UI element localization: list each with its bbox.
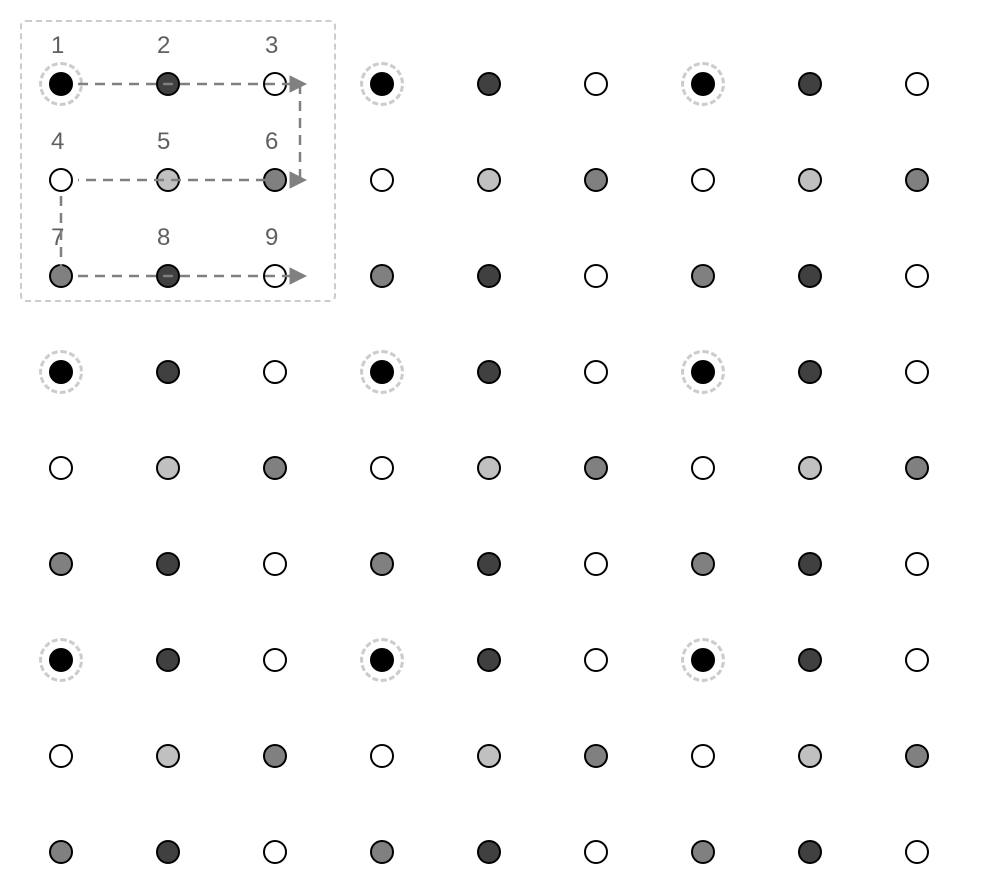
- grid-dot: [49, 168, 73, 192]
- grid-dot: [477, 552, 501, 576]
- dot-number-label: 7: [51, 224, 64, 252]
- grid-dot: [798, 648, 822, 672]
- grid-dot: [49, 744, 73, 768]
- grid-dot: [156, 648, 180, 672]
- grid-dot: [584, 72, 608, 96]
- grid-dot: [49, 552, 73, 576]
- dot-number-label: 5: [157, 128, 170, 156]
- grid-dot: [370, 552, 394, 576]
- grid-dot: [798, 456, 822, 480]
- highlight-ring: [360, 638, 404, 682]
- grid-dot: [584, 360, 608, 384]
- grid-dot: [156, 744, 180, 768]
- grid-dot: [263, 456, 287, 480]
- grid-dot: [584, 456, 608, 480]
- grid-dot: [263, 552, 287, 576]
- grid-dot: [477, 168, 501, 192]
- grid-dot: [584, 648, 608, 672]
- grid-dot: [156, 168, 180, 192]
- grid-dot: [691, 840, 715, 864]
- grid-dot: [798, 264, 822, 288]
- highlight-ring: [360, 350, 404, 394]
- grid-dot: [798, 72, 822, 96]
- highlight-ring: [681, 62, 725, 106]
- grid-dot: [584, 168, 608, 192]
- grid-dot: [263, 72, 287, 96]
- grid-dot: [477, 264, 501, 288]
- dot-number-label: 9: [265, 224, 278, 252]
- grid-dot: [477, 840, 501, 864]
- grid-dot: [905, 72, 929, 96]
- grid-dot: [798, 168, 822, 192]
- grid-dot: [798, 360, 822, 384]
- grid-dot: [156, 264, 180, 288]
- dot-number-label: 3: [265, 32, 278, 60]
- grid-dot: [584, 744, 608, 768]
- grid-dot: [263, 264, 287, 288]
- grid-dot: [584, 264, 608, 288]
- grid-dot: [370, 168, 394, 192]
- grid-dot: [263, 744, 287, 768]
- grid-dot: [156, 360, 180, 384]
- grid-dot: [691, 168, 715, 192]
- dot-number-label: 8: [157, 224, 170, 252]
- grid-dot: [370, 840, 394, 864]
- highlight-ring: [39, 62, 83, 106]
- grid-dot: [263, 648, 287, 672]
- grid-dot: [477, 360, 501, 384]
- grid-dot: [798, 552, 822, 576]
- grid-dot: [905, 456, 929, 480]
- grid-dot: [370, 456, 394, 480]
- grid-dot: [49, 840, 73, 864]
- grid-dot: [584, 552, 608, 576]
- highlight-ring: [681, 350, 725, 394]
- grid-dot: [370, 264, 394, 288]
- grid-dot: [905, 264, 929, 288]
- dot-number-label: 6: [265, 128, 278, 156]
- grid-dot: [263, 360, 287, 384]
- grid-dot: [905, 168, 929, 192]
- grid-dot: [156, 456, 180, 480]
- highlight-ring: [39, 638, 83, 682]
- grid-dot: [691, 744, 715, 768]
- grid-dot: [798, 744, 822, 768]
- grid-dot: [691, 552, 715, 576]
- grid-dot: [798, 840, 822, 864]
- grid-dot: [477, 648, 501, 672]
- grid-dot: [156, 840, 180, 864]
- grid-dot: [691, 456, 715, 480]
- highlight-ring: [681, 638, 725, 682]
- grid-dot: [370, 744, 394, 768]
- grid-dot: [477, 72, 501, 96]
- grid-dot: [584, 840, 608, 864]
- dot-number-label: 4: [51, 128, 64, 156]
- grid-dot: [49, 264, 73, 288]
- grid-dot: [905, 360, 929, 384]
- grid-dot: [477, 744, 501, 768]
- grid-dot: [905, 744, 929, 768]
- grid-dot: [905, 840, 929, 864]
- grid-dot: [156, 552, 180, 576]
- grid-dot: [905, 648, 929, 672]
- grid-dot: [691, 264, 715, 288]
- grid-dot: [263, 168, 287, 192]
- highlight-ring: [39, 350, 83, 394]
- dot-number-label: 2: [157, 32, 170, 60]
- grid-dot: [263, 840, 287, 864]
- grid-dot: [49, 456, 73, 480]
- grid-dot: [905, 552, 929, 576]
- highlight-ring: [360, 62, 404, 106]
- grid-dot: [477, 456, 501, 480]
- dot-number-label: 1: [51, 32, 64, 60]
- grid-dot: [156, 72, 180, 96]
